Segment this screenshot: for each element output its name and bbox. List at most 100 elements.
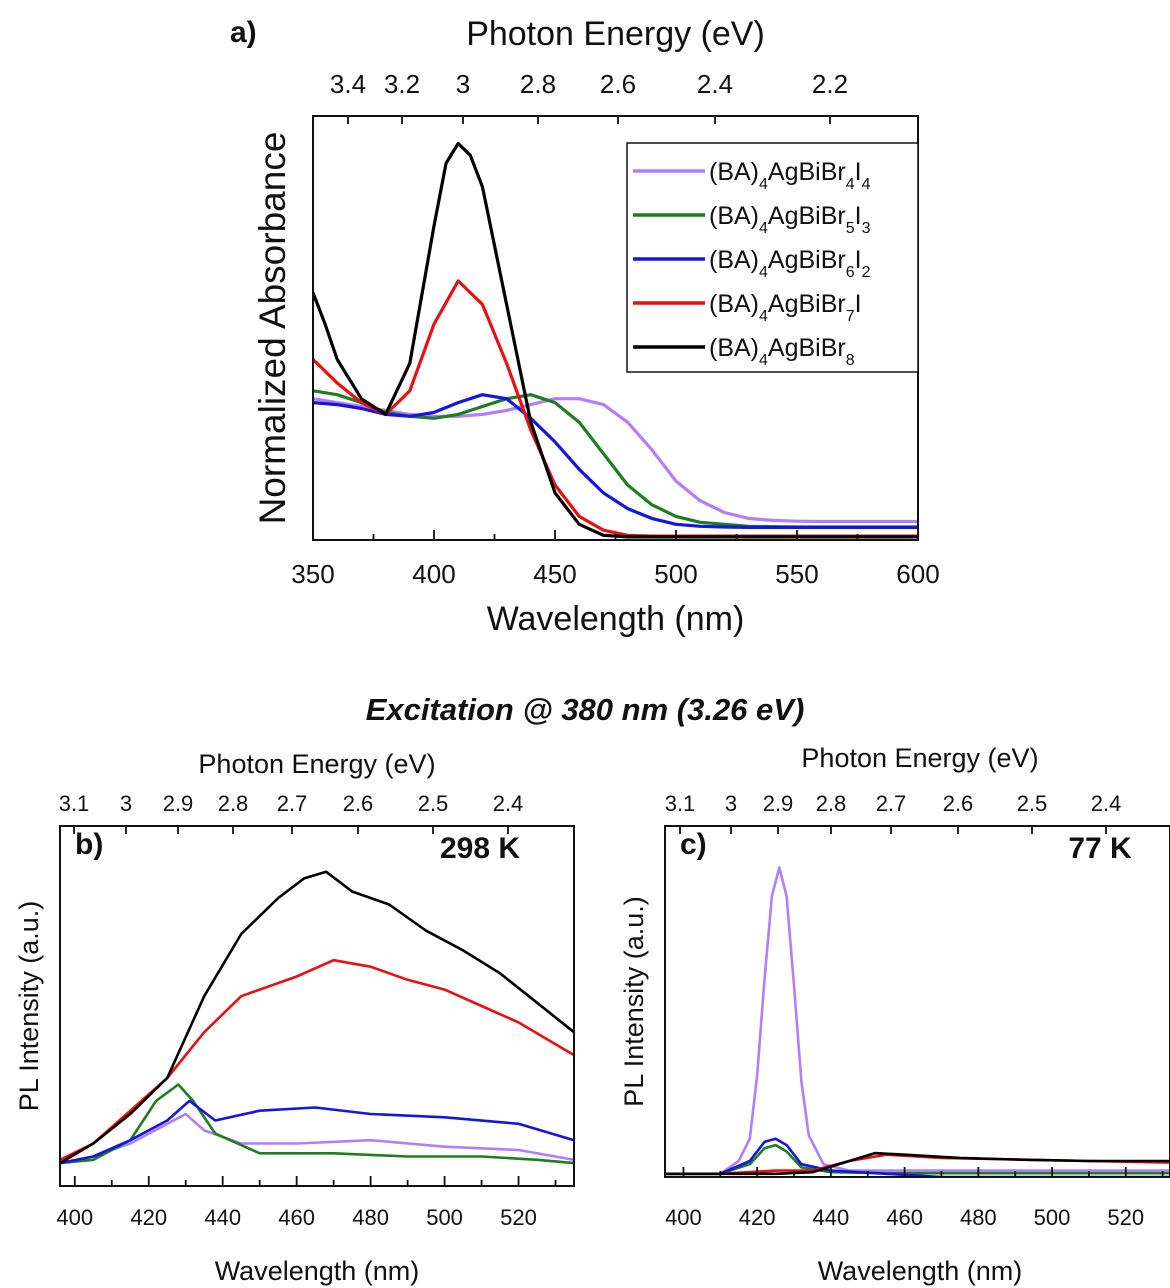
series-line-a-4 xyxy=(313,141,918,539)
top-tick-label-b: 2.4 xyxy=(493,791,524,816)
series-line-a-2 xyxy=(313,393,918,530)
top-tick-label-a: 2.2 xyxy=(812,69,848,99)
top-tick-label-c: 2.4 xyxy=(1091,791,1122,816)
series-line-b-1 xyxy=(60,1083,574,1165)
top-axis-title-c: Photon Energy (eV) xyxy=(801,743,1038,773)
chart-panel-c: 400 420 440 460 480 500 520 3.1 3 2.9 2.8 2.7 2.6 2.5… xyxy=(619,743,1170,1286)
series-line-a-1 xyxy=(313,389,918,529)
chart-panel-b: 400 420 440 460 480 500 520 3.1 3 2.9 2.8 2.7 2.6 2.5… xyxy=(14,749,575,1286)
plot-frame-c xyxy=(664,825,1170,1178)
panel-label-b: b) xyxy=(75,828,103,861)
x-tick-label-c: 480 xyxy=(960,1205,997,1230)
temperature-label-c: 77 K xyxy=(1068,832,1132,865)
legend-entry-subscript: 5 xyxy=(846,220,855,237)
legend-entry: (BA)4AgBiBr5I3 xyxy=(709,202,871,237)
legend-entry-subscript: 3 xyxy=(862,220,871,237)
top-tick-label-b: 2.6 xyxy=(343,791,374,816)
legend-entry-text: AgBiBr xyxy=(768,158,846,186)
top-tick-label-c: 2.7 xyxy=(876,791,907,816)
series-line-c-1 xyxy=(665,1143,1170,1176)
x-tick-label-a: 500 xyxy=(654,559,697,589)
x-tick-label-a: 600 xyxy=(896,559,939,589)
top-tick-label-b: 3 xyxy=(120,791,132,816)
legend-entry-subscript: 4 xyxy=(759,264,768,281)
top-tick-label-c: 3 xyxy=(725,791,737,816)
x-tick-label-b: 400 xyxy=(56,1205,93,1230)
x-tick-label-c: 400 xyxy=(665,1205,702,1230)
chart-panel-a: 350 400 450 500 550 600 3.4 3.2 3 2.8 2.6 2.4 2.2 Pho… xyxy=(230,15,940,638)
legend-entry-text: I xyxy=(855,290,862,318)
legend-entry-text: I xyxy=(855,246,862,274)
series-line-b-4 xyxy=(60,870,574,1165)
legend-entry-subscript: 6 xyxy=(846,264,855,281)
y-axis-title-a: Normalized Absorbance xyxy=(252,132,293,525)
legend-entry-text: AgBiBr xyxy=(768,290,846,318)
series-line-c-0 xyxy=(665,866,1170,1176)
legend-entry-subscript: 7 xyxy=(846,308,855,325)
top-tick-label-c: 2.8 xyxy=(816,791,847,816)
legend-entry-subscript: 2 xyxy=(862,264,871,281)
top-tick-label-a: 2.8 xyxy=(520,69,556,99)
legend-entry-main: (BA) xyxy=(709,334,759,362)
temperature-label-b: 298 K xyxy=(440,832,520,865)
legend-entry: (BA)4AgBiBr4I4 xyxy=(709,158,871,193)
x-tick-label-b: 500 xyxy=(426,1205,463,1230)
legend-entry-main: (BA) xyxy=(709,246,759,274)
top-tick-label-b: 2.8 xyxy=(218,791,249,816)
legend-entry-text: I xyxy=(855,158,862,186)
legend-entry-text: AgBiBr xyxy=(768,246,846,274)
top-tick-label-c: 2.5 xyxy=(1017,791,1048,816)
x-axis-title-b: Wavelength (nm) xyxy=(215,1256,420,1286)
x-tick-label-a: 450 xyxy=(533,559,576,589)
legend-entry-subscript: 4 xyxy=(862,176,871,193)
top-tick-label-b: 2.7 xyxy=(277,791,308,816)
legend-entry: (BA)4AgBiBr6I2 xyxy=(709,246,871,281)
top-tick-label-a: 2.4 xyxy=(697,69,733,99)
legend-entry-subscript: 4 xyxy=(759,308,768,325)
top-tick-label-c: 3.1 xyxy=(665,791,696,816)
top-tick-label-a: 3.4 xyxy=(330,69,366,99)
x-tick-label-a: 550 xyxy=(775,559,818,589)
top-tick-label-b: 2.5 xyxy=(418,791,449,816)
x-tick-label-b: 420 xyxy=(130,1205,167,1230)
x-tick-label-a: 350 xyxy=(291,559,334,589)
x-tick-label-b: 440 xyxy=(204,1205,241,1230)
legend-entry: (BA)4AgBiBr8 xyxy=(709,334,855,369)
x-tick-label-c: 520 xyxy=(1107,1205,1144,1230)
top-tick-label-a: 3.2 xyxy=(384,69,420,99)
x-tick-label-c: 460 xyxy=(886,1205,923,1230)
panel-label-c: c) xyxy=(680,828,707,861)
legend-entry-text: AgBiBr xyxy=(768,202,846,230)
legend-entry-text: I xyxy=(855,202,862,230)
x-tick-label-b: 480 xyxy=(352,1205,389,1230)
plot-frame-b xyxy=(59,825,575,1187)
series-line-c-2 xyxy=(665,1137,1170,1177)
top-tick-label-b: 2.9 xyxy=(163,791,194,816)
x-tick-label-b: 520 xyxy=(500,1205,537,1230)
legend-entry-subscript: 4 xyxy=(759,352,768,369)
y-axis-title-b: PL Intensity (a.u.) xyxy=(14,901,44,1112)
top-axis-title-b: Photon Energy (eV) xyxy=(198,749,435,779)
legend-entry-subscript: 4 xyxy=(846,176,855,193)
panel-label-a: a) xyxy=(230,16,257,49)
top-tick-label-c: 2.9 xyxy=(763,791,794,816)
legend-entry-text: AgBiBr xyxy=(768,334,846,362)
y-axis-title-c: PL Intensity (a.u.) xyxy=(619,896,649,1107)
top-tick-label-a: 3 xyxy=(456,69,470,99)
top-axis-title-a: Photon Energy (eV) xyxy=(466,15,765,53)
x-axis-title-a: Wavelength (nm) xyxy=(487,600,745,638)
x-axis-title-c: Wavelength (nm) xyxy=(818,1256,1023,1286)
top-tick-label-b: 3.1 xyxy=(59,791,90,816)
figure-heading: Excitation @ 380 nm (3.26 eV) xyxy=(366,692,805,727)
x-tick-label-c: 420 xyxy=(739,1205,776,1230)
series-line-b-2 xyxy=(60,1099,574,1165)
legend-entry-subscript: 4 xyxy=(759,176,768,193)
x-tick-label-c: 500 xyxy=(1034,1205,1071,1230)
legend-entry: (BA)4AgBiBr7I xyxy=(709,290,862,325)
x-tick-label-a: 400 xyxy=(412,559,455,589)
x-tick-label-b: 460 xyxy=(278,1205,315,1230)
legend-entry-subscript: 8 xyxy=(846,352,855,369)
legend-entry-subscript: 4 xyxy=(759,220,768,237)
top-tick-label-a: 2.6 xyxy=(600,69,636,99)
